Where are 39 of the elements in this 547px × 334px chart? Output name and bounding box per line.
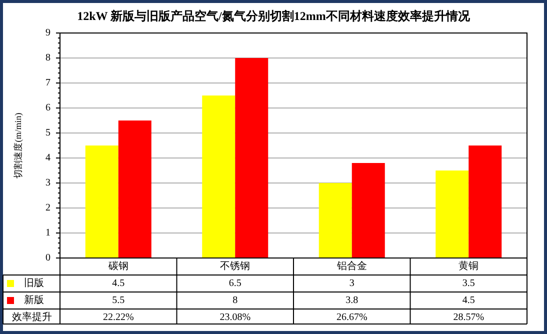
y-tick-label: 2 — [46, 202, 50, 214]
y-axis-title: 切割速度(m/min) — [13, 112, 23, 178]
y-tick-label: 6 — [46, 102, 50, 114]
y-tick-label: 9 — [46, 28, 50, 38]
y-tick-label: 0 — [46, 252, 50, 264]
data-label: 3 — [349, 278, 354, 289]
text: 22.22% — [102, 312, 134, 323]
y-tick-label: 7 — [46, 78, 50, 88]
y-tick-label: 3 — [46, 178, 50, 188]
bar — [85, 146, 118, 258]
bar — [202, 96, 236, 258]
bar — [436, 170, 469, 258]
data-label: 4.5 — [112, 278, 125, 289]
bar — [352, 163, 385, 258]
y-tick-label: 1 — [46, 228, 50, 238]
x-tick-label: 不锈钢 — [220, 261, 250, 272]
data-label: 3.8 — [346, 295, 358, 306]
y-tick-label: 5 — [46, 128, 50, 138]
x-tick-label: 黄铜 — [458, 260, 479, 272]
text: 28.57% — [453, 312, 484, 323]
x-tick-label: 碳钢 — [107, 260, 128, 272]
bar — [318, 183, 352, 258]
data-label: 8 — [232, 295, 238, 306]
y-tick-label: 8 — [46, 52, 50, 64]
bar — [235, 58, 268, 258]
bar — [118, 120, 152, 258]
legend-label: 旧版 — [24, 277, 44, 289]
data-label: 4.5 — [462, 295, 475, 306]
legend-label: 新版 — [24, 294, 44, 306]
x-tick-label: 铝合金 — [336, 260, 367, 272]
chart-title: 12kW 新版与旧版产品空气/氮气分别切割12mm不同材料速度效率提升情况 — [77, 9, 471, 23]
text: 效率提升 — [12, 311, 52, 323]
bar — [468, 146, 502, 258]
data-label: 5.5 — [112, 295, 125, 306]
data-label: 3.5 — [462, 278, 475, 289]
text: 23.08% — [220, 312, 251, 323]
data-label: 6.5 — [228, 278, 242, 289]
y-tick-label: 4 — [46, 152, 50, 164]
text: 26.67% — [336, 312, 368, 323]
